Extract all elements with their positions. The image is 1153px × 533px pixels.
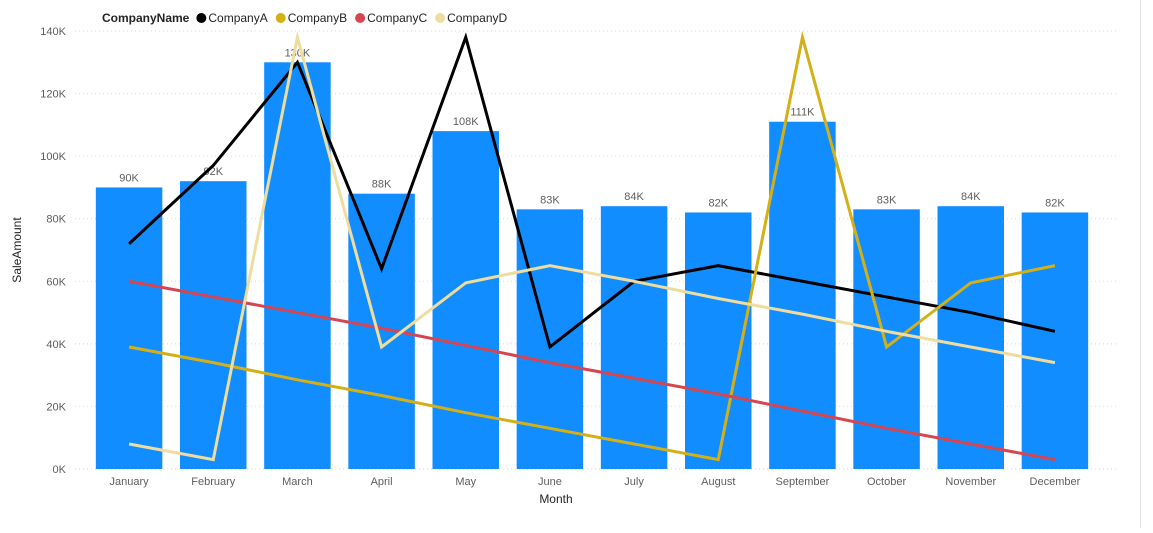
line-series-group bbox=[128, 30, 1056, 462]
series-line-companya[interactable] bbox=[128, 32, 1056, 350]
legend-marker bbox=[435, 13, 446, 23]
x-axis-title: Month bbox=[539, 492, 572, 506]
legend-item-companyd[interactable]: CompanyD bbox=[447, 11, 507, 25]
bar-data-label: 83K bbox=[877, 194, 897, 206]
bar[interactable] bbox=[348, 193, 415, 469]
x-tick-label: March bbox=[282, 476, 313, 488]
bar-series bbox=[95, 62, 1089, 470]
y-tick-label: 140K bbox=[40, 26, 66, 38]
legend-item-companya[interactable]: CompanyA bbox=[208, 11, 267, 25]
x-tick-label: January bbox=[110, 476, 150, 488]
bar-data-label: 88K bbox=[372, 179, 392, 191]
x-tick-label: August bbox=[701, 476, 735, 488]
bar-data-label: 84K bbox=[961, 191, 981, 203]
bar[interactable] bbox=[516, 209, 584, 470]
y-tick-label: 0K bbox=[53, 464, 67, 476]
legend-item-companyc[interactable]: CompanyC bbox=[367, 11, 427, 25]
bar[interactable] bbox=[180, 181, 247, 469]
y-tick-label: 60K bbox=[46, 276, 66, 288]
y-axis-ticks: 0K 20K 40K 60K 80K 100K 120K 140K bbox=[40, 26, 66, 476]
x-tick-label: May bbox=[455, 476, 476, 488]
legend-marker bbox=[196, 13, 207, 23]
bar-data-label: 111K bbox=[790, 107, 815, 119]
x-tick-label: June bbox=[538, 476, 562, 488]
bar-data-label: 82K bbox=[1045, 197, 1065, 209]
x-tick-label: July bbox=[624, 476, 644, 488]
panel-border bbox=[1140, 0, 1141, 528]
y-tick-label: 120K bbox=[40, 89, 66, 101]
bar[interactable] bbox=[600, 206, 668, 469]
bar[interactable] bbox=[1021, 212, 1089, 469]
bar-data-label: 83K bbox=[540, 194, 560, 206]
x-tick-label: April bbox=[371, 476, 393, 488]
x-axis-ticks: January February March April May June July Augu… bbox=[110, 476, 1081, 488]
y-tick-label: 100K bbox=[40, 151, 66, 163]
x-tick-label: September bbox=[776, 476, 830, 488]
bar[interactable] bbox=[264, 62, 331, 470]
x-tick-label: November bbox=[945, 476, 996, 488]
legend-title: CompanyName bbox=[102, 11, 190, 25]
bar-data-label: 82K bbox=[708, 197, 728, 209]
bar-data-label: 90K bbox=[119, 172, 139, 184]
x-tick-label: October bbox=[867, 476, 906, 488]
legend-marker bbox=[355, 13, 366, 23]
y-axis-title: SaleAmount bbox=[10, 217, 24, 283]
series-line-companyd[interactable] bbox=[128, 30, 1056, 462]
y-tick-label: 20K bbox=[46, 401, 66, 413]
bar[interactable] bbox=[937, 206, 1004, 469]
legend: CompanyName CompanyA CompanyB CompanyC Comp… bbox=[102, 11, 507, 25]
x-tick-label: December bbox=[1030, 476, 1081, 488]
series-line-companyc[interactable] bbox=[128, 279, 1056, 462]
bar[interactable] bbox=[853, 209, 920, 470]
series-line-companyb[interactable] bbox=[128, 30, 1056, 462]
y-tick-label: 80K bbox=[46, 214, 66, 226]
x-tick-label: February bbox=[191, 476, 236, 488]
bar-data-label: 130K bbox=[285, 47, 311, 59]
legend-item-companyb[interactable]: CompanyB bbox=[288, 11, 347, 25]
bar-data-label: 84K bbox=[624, 191, 644, 203]
y-tick-label: 40K bbox=[46, 339, 66, 351]
bar[interactable] bbox=[95, 187, 163, 469]
bar-data-label: 108K bbox=[453, 116, 479, 128]
legend-marker bbox=[275, 13, 286, 23]
